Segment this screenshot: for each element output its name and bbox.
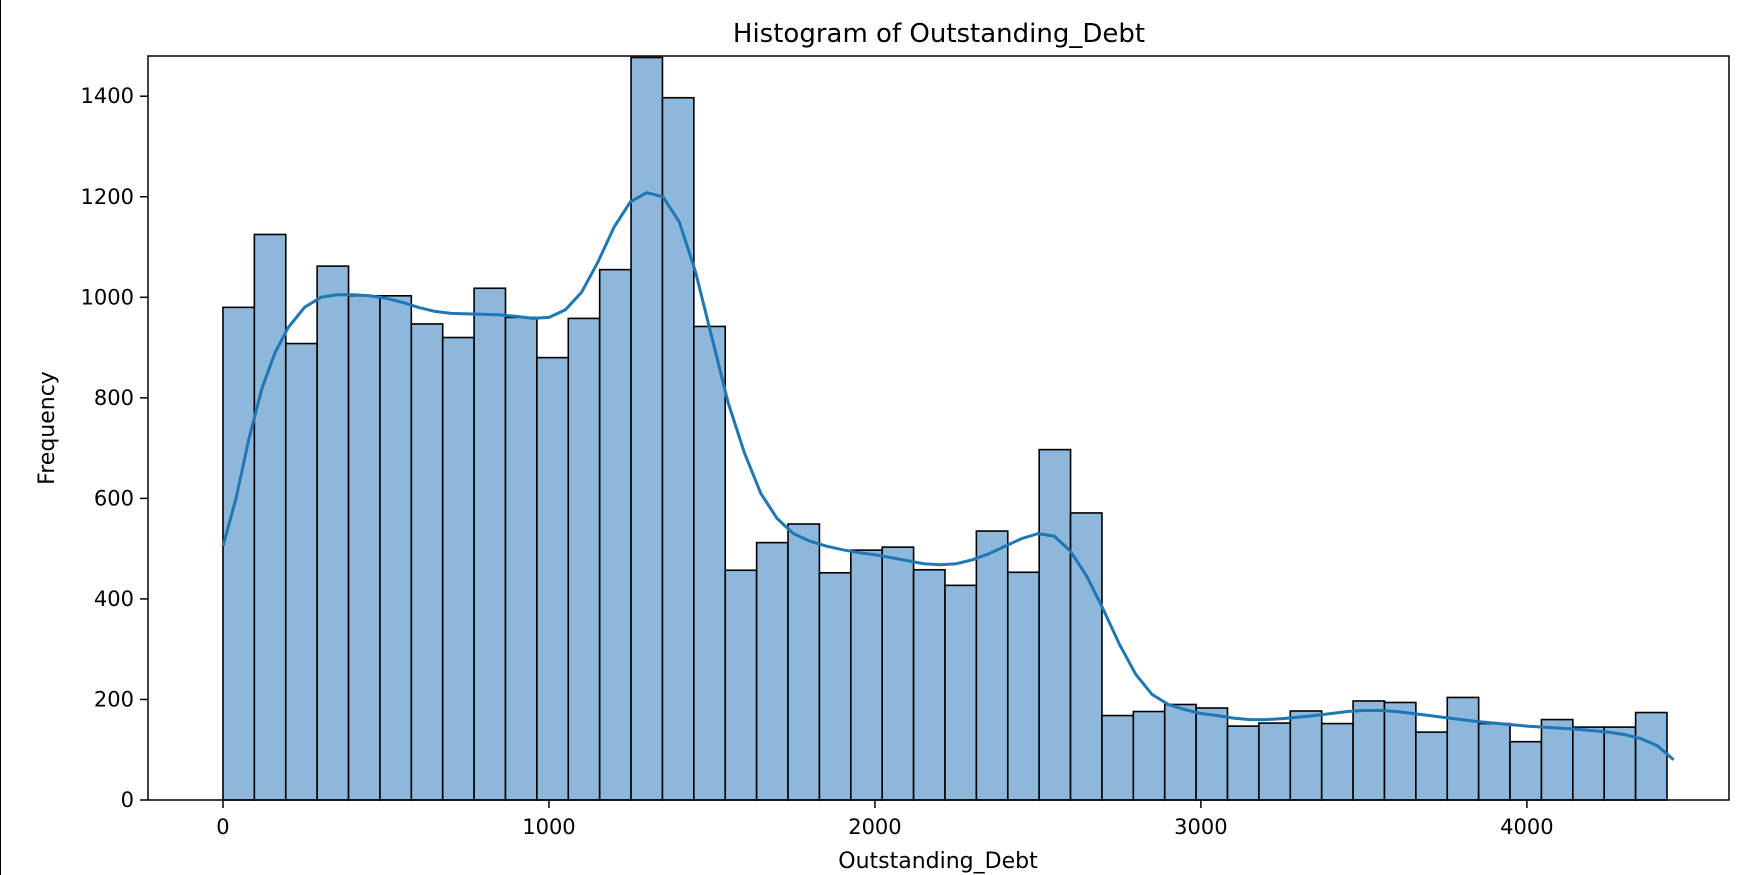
x-tick-label: 4000 (1500, 815, 1553, 839)
histogram-bar (1101, 714, 1135, 801)
histogram-bar (850, 549, 884, 801)
histogram-bar (755, 541, 789, 801)
histogram-bar (787, 523, 821, 801)
histogram-bar (284, 342, 318, 801)
histogram-bar (1132, 710, 1166, 801)
histogram-bar (316, 265, 350, 801)
histogram-bar (1320, 722, 1354, 801)
histogram-bar (222, 306, 256, 801)
histogram-bar (379, 294, 413, 801)
histogram-bar (504, 316, 538, 801)
histogram-bar (1226, 725, 1260, 801)
histogram-bar (347, 294, 381, 801)
histogram-bar (1415, 731, 1449, 801)
histogram-bar (1540, 718, 1574, 801)
plot-frame (147, 55, 1730, 801)
histogram-bar (1352, 700, 1386, 801)
y-tick-label: 1200 (81, 185, 134, 209)
y-axis-label: Frequency (35, 371, 60, 485)
x-tick-label: 3000 (1174, 815, 1227, 839)
histogram-bar (1038, 448, 1072, 801)
histogram-bar (1572, 726, 1606, 801)
histogram-bar (1383, 701, 1417, 801)
y-tick-label: 600 (94, 486, 134, 510)
histogram-bar (1289, 710, 1323, 801)
kde-curve (221, 191, 1675, 761)
y-tick-label: 200 (94, 687, 134, 711)
histogram-bar (441, 336, 475, 801)
histogram-bar (1006, 571, 1040, 801)
histogram-bar (724, 569, 758, 801)
histogram-bar (818, 571, 852, 801)
chart-title: Histogram of Outstanding_Debt (733, 19, 1145, 49)
page-left-border (0, 0, 1, 875)
histogram-bar (253, 233, 287, 801)
histogram-bar (1477, 722, 1511, 801)
histogram-bar (975, 530, 1009, 801)
histogram-bar (1163, 703, 1197, 801)
histogram-bar (881, 546, 915, 801)
x-tick-label: 1000 (522, 815, 575, 839)
y-tick-label: 1000 (81, 285, 134, 309)
histogram-bar (630, 56, 664, 801)
histogram-bar (567, 317, 601, 801)
histogram-bar (1634, 711, 1668, 801)
histogram-bar (1258, 722, 1292, 801)
y-tick-label: 800 (94, 386, 134, 410)
histogram-bar (1195, 707, 1229, 801)
histogram-bar (1509, 740, 1543, 801)
y-tick-label: 400 (94, 587, 134, 611)
x-axis-label: Outstanding_Debt (838, 849, 1038, 874)
histogram-bar (944, 584, 978, 801)
x-tick-label: 0 (216, 815, 229, 839)
histogram-bar (598, 268, 632, 801)
histogram-bar (1603, 726, 1637, 801)
x-tick-label: 2000 (848, 815, 901, 839)
histogram-bar (1446, 696, 1480, 801)
histogram-bar (410, 323, 444, 801)
histogram-bar (536, 356, 570, 801)
y-tick-label: 0 (121, 788, 134, 812)
histogram-bar (912, 568, 946, 801)
bars-group (222, 56, 1668, 801)
y-axis-ticks: 0 200 400 600 800 1000 1200 1400 (81, 84, 148, 812)
x-axis-ticks: 0 1000 2000 3000 4000 (216, 800, 1554, 839)
histogram-bar (473, 287, 507, 801)
y-tick-label: 1400 (81, 84, 134, 108)
histogram-bar (693, 325, 727, 801)
